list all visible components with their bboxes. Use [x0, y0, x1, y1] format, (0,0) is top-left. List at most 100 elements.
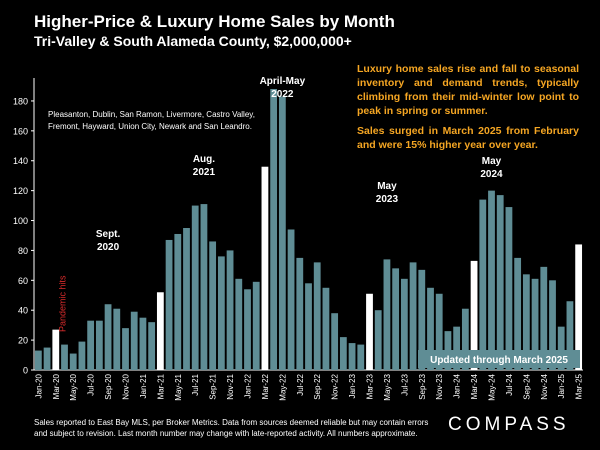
x-tick-label: Jan-24: [453, 373, 462, 398]
bar-highlight: [156, 292, 164, 370]
bar: [479, 199, 487, 370]
bar: [435, 293, 443, 370]
bar: [357, 344, 365, 370]
bar: [383, 259, 391, 370]
y-tick-label: 60: [18, 276, 28, 286]
bar: [566, 301, 574, 370]
x-tick-label: Nov-21: [226, 373, 235, 399]
bar: [278, 96, 286, 370]
peak-annotation: May: [377, 181, 397, 192]
region-note-line: Pleasanton, Dublin, San Ramon, Livermore…: [48, 110, 255, 119]
bar: [461, 308, 469, 370]
bar: [104, 304, 112, 370]
x-tick-label: Jan-23: [348, 373, 357, 398]
bar: [453, 326, 461, 370]
bar: [43, 347, 51, 370]
bar: [252, 281, 260, 370]
x-tick-label: Jul-23: [400, 373, 409, 395]
bar: [69, 353, 77, 370]
peak-annotation: 2022: [271, 89, 294, 100]
x-tick-label: Jul-20: [87, 373, 96, 395]
pandemic-annotation: Pandemic hits: [58, 275, 68, 332]
bar: [130, 311, 138, 370]
x-tick-label: May-21: [174, 373, 183, 400]
x-tick-label: May-22: [278, 373, 287, 400]
bar: [87, 320, 95, 370]
bar: [217, 256, 225, 370]
bar: [392, 268, 400, 370]
bar: [113, 308, 121, 370]
x-tick-label: Mar-23: [366, 373, 375, 399]
bar: [322, 287, 330, 370]
y-tick-label: 80: [18, 246, 28, 256]
bar: [148, 322, 156, 370]
march-callout: Sales surged in March 2025 from February…: [357, 125, 579, 151]
bar: [122, 328, 129, 370]
peak-annotation: Sept.: [96, 229, 121, 240]
bar: [540, 266, 548, 370]
peak-annotation: 2020: [97, 242, 120, 253]
bar: [209, 241, 217, 370]
y-tick-label: 40: [18, 306, 28, 316]
peak-annotation: April-May: [260, 76, 306, 87]
bar: [270, 88, 278, 370]
x-tick-label: Mar-25: [575, 373, 584, 399]
x-tick-label: May-23: [383, 373, 392, 400]
bar-highlight: [261, 166, 269, 370]
x-tick-label: Sep-24: [522, 373, 531, 399]
bar: [191, 205, 199, 370]
y-tick-label: 140: [13, 156, 28, 166]
x-tick-label: May-20: [69, 373, 78, 400]
bar: [418, 269, 426, 370]
compass-logo: COMPASS: [448, 414, 570, 435]
chart-title: Higher-Price & Luxury Home Sales by Mont…: [34, 12, 395, 31]
y-tick-label: 100: [13, 216, 28, 226]
x-tick-label: Mar-22: [261, 373, 270, 399]
x-tick-label: Nov-22: [331, 373, 340, 399]
updated-label: Updated through March 2025: [430, 355, 568, 366]
bar: [287, 229, 295, 370]
bar: [427, 287, 434, 370]
bar: [400, 278, 408, 370]
bar: [514, 257, 522, 370]
footer-note: Sales reported to East Bay MLS, per Brok…: [34, 418, 429, 438]
peak-annotation: Aug.: [193, 154, 215, 165]
region-note-line: Fremont, Hayward, Union City, Newark and…: [48, 122, 252, 131]
y-tick-label: 20: [18, 336, 28, 346]
bar: [174, 233, 182, 370]
bar: [296, 257, 304, 370]
bar: [226, 250, 234, 370]
seasonal-callout: Luxury home sales rise and fall to seaso…: [357, 63, 579, 117]
bar: [339, 337, 347, 370]
bar: [34, 350, 42, 370]
bar-highlight: [52, 329, 60, 370]
y-tick-label: 0: [23, 366, 28, 376]
bar: [244, 289, 251, 370]
y-tick-label: 180: [13, 96, 28, 106]
bar: [61, 344, 68, 370]
bar: [374, 310, 382, 370]
bar: [531, 278, 539, 370]
y-tick-label: 160: [13, 126, 28, 136]
bar: [165, 239, 173, 370]
bar: [409, 262, 417, 370]
x-tick-label: Jan-20: [34, 373, 43, 398]
bar: [557, 326, 565, 370]
x-tick-label: Sep-20: [104, 373, 113, 399]
x-tick-label: Nov-20: [122, 373, 131, 399]
bar-highlight: [470, 260, 478, 370]
x-tick-label: Jan-21: [139, 373, 148, 398]
bar: [348, 343, 356, 370]
bar: [522, 274, 530, 370]
bar: [331, 313, 339, 370]
chart-subtitle: Tri-Valley & South Alameda County, $2,00…: [34, 33, 352, 49]
bar: [505, 207, 513, 370]
x-tick-label: Jan-25: [557, 373, 566, 398]
peak-annotation: 2021: [193, 167, 216, 178]
bar: [183, 228, 190, 370]
x-tick-label: Mar-24: [470, 373, 479, 399]
bar: [549, 280, 556, 370]
bar: [95, 320, 103, 370]
peak-annotation: 2024: [480, 169, 503, 180]
